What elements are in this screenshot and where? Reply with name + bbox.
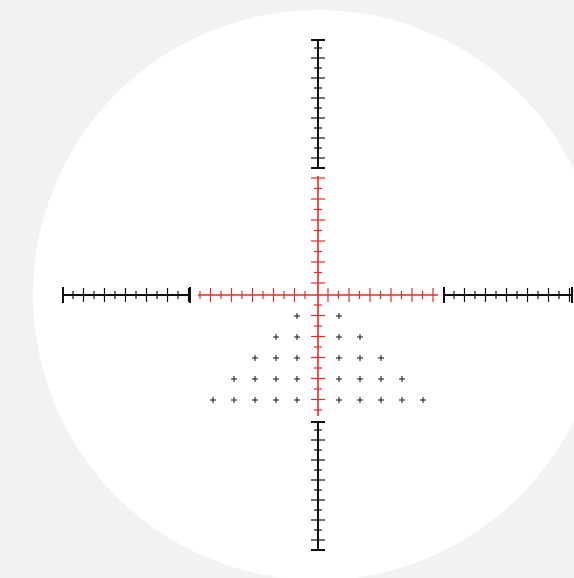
holdover-cross [294, 397, 300, 403]
holdover-cross [357, 334, 363, 340]
holdover-cross [357, 355, 363, 361]
holdover-cross [273, 334, 279, 340]
holdover-cross [294, 355, 300, 361]
holdover-cross [231, 397, 237, 403]
holdover-cross [399, 397, 405, 403]
holdover-cross [294, 313, 300, 319]
holdover-cross [399, 376, 405, 382]
holdover-cross [252, 355, 258, 361]
holdover-cross [378, 376, 384, 382]
holdover-cross [336, 313, 342, 319]
holdover-cross [378, 355, 384, 361]
holdover-cross [294, 376, 300, 382]
holdover-cross [294, 334, 300, 340]
holdover-cross [273, 355, 279, 361]
outer-reticle [62, 39, 573, 551]
holdover-cross [336, 376, 342, 382]
holdover-tree [210, 313, 426, 403]
holdover-cross [336, 334, 342, 340]
holdover-cross [336, 355, 342, 361]
field-of-view-circle [33, 10, 574, 578]
holdover-cross [378, 397, 384, 403]
holdover-cross [357, 397, 363, 403]
holdover-cross [252, 376, 258, 382]
holdover-cross [336, 397, 342, 403]
holdover-cross [357, 376, 363, 382]
holdover-cross [420, 397, 426, 403]
holdover-cross [273, 376, 279, 382]
holdover-cross [252, 397, 258, 403]
holdover-cross [273, 397, 279, 403]
illuminated-reticle [198, 176, 438, 416]
holdover-cross [231, 376, 237, 382]
holdover-cross [210, 397, 216, 403]
